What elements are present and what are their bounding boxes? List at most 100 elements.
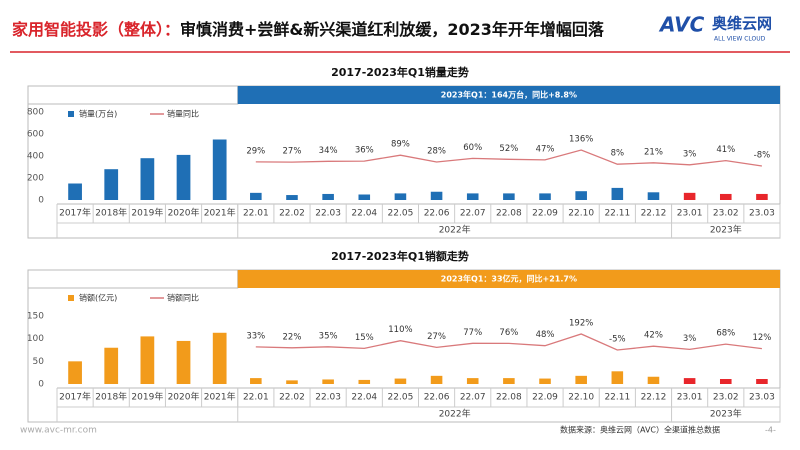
y-tick-label: 400 — [27, 152, 44, 162]
banner — [237, 86, 780, 104]
x-tick-label: 2017年 — [59, 207, 91, 219]
bar — [719, 193, 732, 200]
data-label: 77% — [463, 328, 482, 338]
data-label: 60% — [463, 143, 482, 153]
bar — [322, 193, 334, 200]
data-label: 47% — [536, 144, 555, 154]
banner — [237, 270, 780, 288]
data-label: -5% — [609, 335, 626, 345]
x-tick-label: 22.08 — [496, 393, 522, 403]
data-label: 27% — [427, 332, 446, 342]
legend-label: 销额同比 — [167, 293, 199, 303]
data-label: 29% — [246, 146, 265, 156]
page-number: -4- — [765, 426, 776, 435]
y-tick-label: 50 — [33, 357, 45, 367]
bar — [647, 376, 660, 384]
legend-label: 销额(亿元) — [79, 293, 117, 303]
bar — [539, 378, 551, 384]
bar — [394, 378, 407, 384]
x-tick-label: 23.01 — [677, 209, 703, 219]
data-label: 41% — [716, 145, 735, 155]
data-label: 8% — [611, 149, 625, 159]
x-tick-label: 22.02 — [279, 393, 305, 403]
x-tick-label: 22.04 — [351, 209, 377, 219]
x-tick-label: 22.07 — [460, 209, 486, 219]
x-tick-label: 22.11 — [604, 393, 630, 403]
x-tick-label: 2018年 — [95, 207, 127, 219]
y-tick-label: 600 — [27, 130, 44, 140]
group-label: 2022年 — [439, 224, 471, 236]
bar — [176, 154, 191, 200]
x-tick-label: 23.01 — [677, 393, 703, 403]
bar — [176, 340, 191, 384]
bar — [140, 336, 155, 384]
x-tick-label: 23.03 — [749, 393, 775, 403]
bar — [286, 380, 298, 384]
bar — [286, 195, 298, 200]
chart-title: 2017-2023年Q1销量走势 — [331, 65, 469, 79]
x-tick-label: 22.06 — [424, 209, 450, 219]
banner-text: 2023年Q1：33亿元，同比+21.7% — [441, 274, 577, 284]
bar — [104, 347, 119, 384]
legend-label: 销量(万台) — [79, 109, 117, 119]
x-tick-label: 22.03 — [315, 209, 341, 219]
x-tick-label: 2021年 — [204, 391, 236, 403]
y-tick-label: 200 — [27, 174, 44, 184]
data-label: 68% — [716, 329, 735, 339]
bar — [683, 192, 696, 200]
bar — [539, 193, 551, 200]
logo-tagline: ALL VIEW CLOUD — [714, 36, 766, 43]
x-tick-label: 22.01 — [243, 393, 269, 403]
bar — [719, 379, 732, 384]
x-tick-label: 22.02 — [279, 209, 305, 219]
x-tick-label: 2018年 — [95, 391, 127, 403]
x-tick-label: 2021年 — [204, 207, 236, 219]
data-label: 192% — [569, 319, 593, 329]
title-red: 家用智能投影（整体）： — [12, 20, 180, 39]
logo-name: 奥维云网 — [712, 15, 772, 33]
bar — [683, 378, 696, 384]
x-tick-label: 22.05 — [388, 393, 414, 403]
x-tick-label: 22.01 — [243, 209, 269, 219]
bar — [212, 332, 227, 384]
bar — [756, 379, 768, 384]
bar — [503, 378, 515, 384]
legend-swatch — [68, 111, 74, 117]
x-tick-label: 22.06 — [424, 393, 450, 403]
data-label: 28% — [427, 147, 446, 157]
y-tick-label: 800 — [27, 108, 44, 118]
group-label: 2022年 — [439, 408, 471, 420]
y-tick-label: 0 — [38, 196, 44, 206]
group-label: 2023年 — [710, 408, 742, 420]
bar — [68, 361, 82, 384]
data-label: 27% — [283, 147, 302, 157]
footer-source: 数据来源：奥维云网（AVC）全渠道推总数据 — [560, 425, 720, 435]
x-tick-label: 2020年 — [168, 391, 200, 403]
data-label: 22% — [283, 332, 302, 342]
bar — [358, 194, 371, 200]
chart-title: 2017-2023年Q1销额走势 — [331, 249, 469, 263]
data-label: -8% — [754, 151, 771, 161]
bar — [503, 193, 515, 200]
x-tick-label: 22.12 — [641, 393, 667, 403]
data-label: 21% — [644, 147, 663, 157]
data-label: 42% — [644, 331, 663, 341]
x-tick-label: 22.07 — [460, 393, 486, 403]
data-label: 3% — [683, 149, 697, 159]
x-tick-label: 22.04 — [351, 393, 377, 403]
bar — [358, 379, 371, 384]
bar — [466, 378, 479, 384]
data-label: 33% — [246, 331, 265, 341]
bar — [394, 193, 407, 200]
bar — [430, 375, 443, 384]
slide-title: 家用智能投影（整体）：审慎消费+尝鲜&新兴渠道红利放缓，2023年开年增幅回落 — [12, 20, 605, 39]
line — [255, 149, 762, 167]
data-label: 89% — [391, 140, 410, 150]
x-tick-label: 2020年 — [168, 207, 200, 219]
x-tick-label: 22.10 — [568, 393, 594, 403]
data-label: 12% — [752, 333, 771, 343]
data-label: 15% — [355, 333, 374, 343]
data-label: 36% — [355, 146, 374, 156]
bar — [575, 191, 587, 200]
y-tick-label: 0 — [38, 380, 44, 390]
